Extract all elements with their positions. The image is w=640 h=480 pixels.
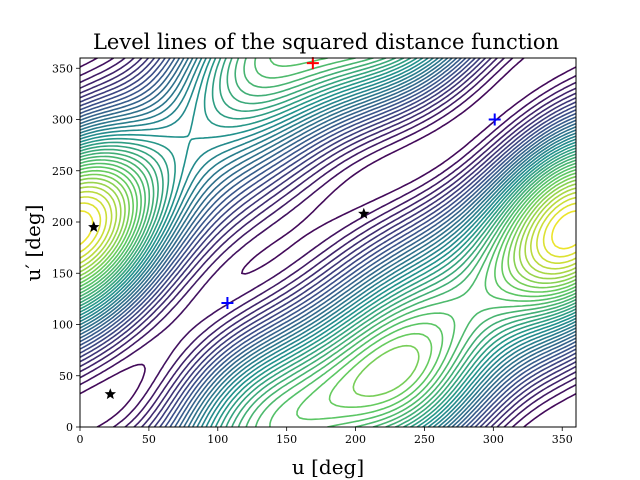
contour-level (80, 58, 576, 427)
contour-level (80, 58, 576, 427)
contour-level (80, 173, 576, 397)
contour-level (80, 58, 576, 427)
y-tick-label: 50 (59, 370, 73, 383)
contour-level (80, 186, 576, 275)
plot-frame (79, 57, 577, 428)
contour-level (80, 58, 576, 427)
contour-level (80, 190, 576, 270)
contour-level (80, 169, 576, 408)
contour-level (80, 58, 576, 427)
saddle-star-marker (104, 388, 116, 400)
contour-level (80, 58, 576, 427)
x-axis-ticks: 0 50 100 150 200 250 300 350 (77, 427, 573, 446)
y-tick-label: 0 (66, 421, 73, 434)
contour-level (80, 58, 576, 427)
contour-level (80, 58, 576, 427)
saddle-star-marker (358, 207, 370, 219)
y-tick-label: 300 (52, 114, 73, 127)
contour-level (80, 58, 576, 427)
x-tick-label: 350 (552, 433, 573, 446)
min-plus-marker (221, 296, 234, 309)
y-axis-label: u′ [deg] (21, 205, 45, 282)
y-tick-label: 250 (52, 165, 73, 178)
contour-lines (80, 58, 576, 427)
contour-level (80, 58, 576, 427)
contour-level (80, 58, 576, 427)
contour-level (80, 58, 576, 427)
contour-level (80, 202, 576, 258)
y-tick-label: 100 (52, 319, 73, 332)
contour-level (80, 58, 576, 427)
x-tick-label: 150 (276, 433, 297, 446)
contour-level (80, 58, 576, 427)
contour-level (80, 58, 576, 427)
x-tick-label: 0 (77, 433, 84, 446)
contour-level (80, 181, 576, 280)
x-tick-label: 100 (207, 433, 228, 446)
max-plus-marker (306, 57, 319, 70)
contour-level (80, 58, 576, 427)
chart-title: Level lines of the squared distance func… (93, 30, 559, 54)
x-tick-label: 300 (483, 433, 504, 446)
contour-level (80, 58, 576, 427)
contour-level (80, 58, 576, 427)
contour-level (80, 58, 576, 427)
y-tick-label: 150 (52, 267, 73, 280)
y-tick-label: 350 (52, 62, 73, 75)
x-tick-label: 200 (345, 433, 366, 446)
contour-level (80, 58, 576, 427)
y-axis-ticks: 0 50 100 150 200 250 300 350 (52, 62, 80, 434)
contour-level (80, 58, 576, 427)
x-tick-label: 50 (142, 433, 156, 446)
min-plus-marker (488, 113, 501, 126)
contour-level (80, 58, 576, 427)
x-axis-label: u [deg] (292, 455, 364, 479)
contour-level (80, 177, 576, 284)
y-tick-label: 200 (52, 216, 73, 229)
critical-point-markers (88, 57, 501, 400)
x-tick-label: 250 (414, 433, 435, 446)
contour-level (80, 58, 576, 427)
contour-level (80, 58, 576, 427)
contour-level (80, 196, 576, 264)
saddle-star-marker (88, 221, 100, 232)
contour-level (80, 166, 576, 421)
